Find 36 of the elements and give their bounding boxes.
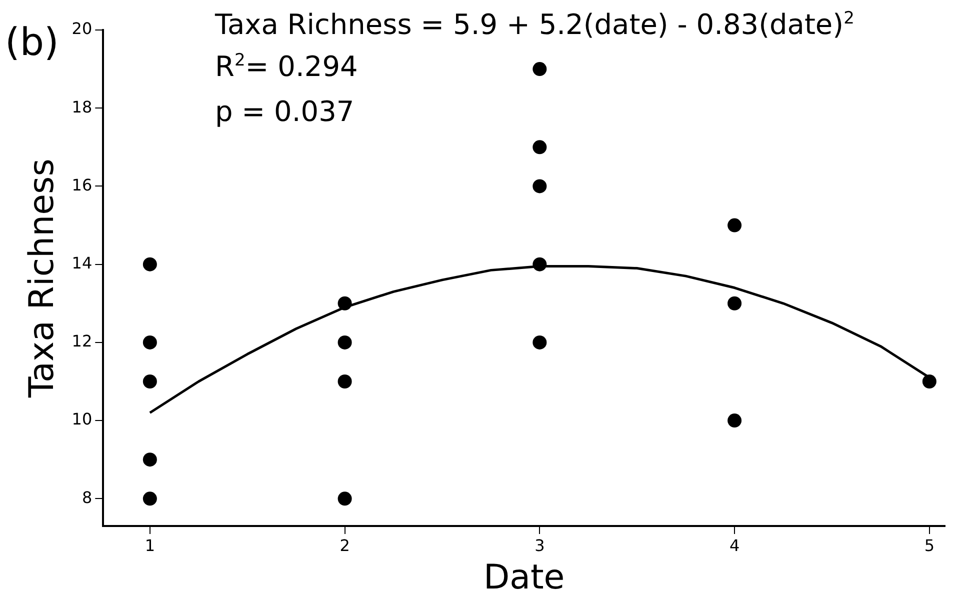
point: [532, 257, 547, 272]
point: [338, 335, 352, 350]
x-tick-label: 4: [729, 536, 740, 555]
point: [142, 452, 157, 467]
text: (b): [5, 20, 59, 64]
point: [532, 179, 547, 194]
x-tick-label: 1: [144, 536, 156, 555]
point: [728, 296, 742, 310]
point: [532, 140, 547, 154]
x-tick-label: 3: [534, 536, 545, 555]
annotation: Taxa Richness = 5.9 + 5.2(date) - 0.83(date)$^{2}$: [215, 8, 854, 41]
y-tick-label: 8: [82, 488, 92, 507]
y-axis-title: Taxa Richness: [22, 158, 62, 398]
point: [142, 492, 157, 506]
annotation: p = 0.037: [215, 95, 354, 128]
point: [142, 335, 157, 350]
point: [142, 257, 157, 272]
x-tick-label: 5: [924, 536, 935, 555]
y-tick-label: 18: [72, 97, 92, 116]
y-tick-label: 20: [72, 19, 92, 38]
y-tick-label: 12: [72, 332, 92, 351]
point: [532, 62, 547, 76]
point: [338, 374, 352, 388]
y-tick-label: 10: [72, 410, 92, 429]
point: [728, 218, 742, 232]
point: [532, 335, 547, 350]
y-tick-label: 14: [72, 253, 92, 272]
y-tick-label: 16: [72, 175, 92, 194]
point: [338, 296, 352, 310]
x-axis-title: Date: [483, 557, 565, 598]
x-tick-label: 2: [340, 536, 350, 555]
point: [922, 374, 936, 388]
point: [338, 492, 352, 506]
point: [728, 414, 742, 428]
annotation: R$^{2}$= 0.294: [215, 50, 358, 83]
point: [142, 374, 157, 388]
